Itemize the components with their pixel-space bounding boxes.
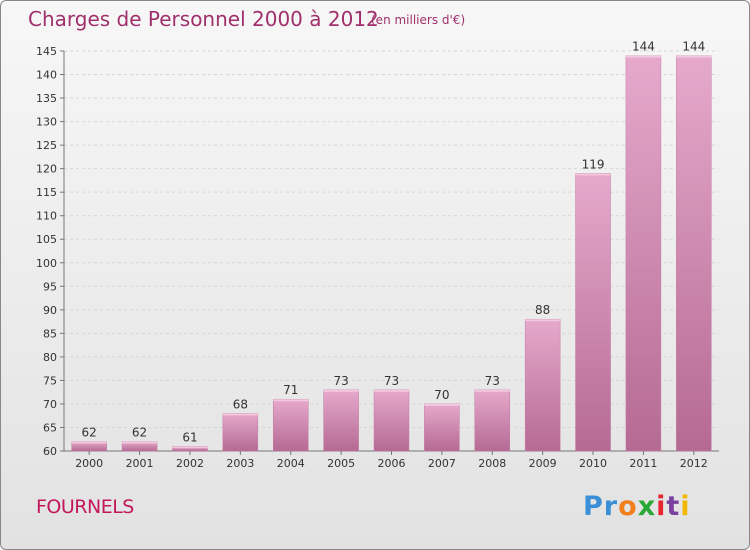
data-label: 68 — [233, 397, 248, 411]
bar-2003 — [222, 413, 259, 452]
x-tick-label: 2011 — [629, 457, 657, 470]
bar-2006 — [373, 389, 410, 452]
x-tick-label: 2003 — [226, 457, 254, 470]
x-tick-label: 2002 — [176, 457, 204, 470]
bar-highlight — [172, 446, 208, 449]
x-tick-label: 2004 — [277, 457, 305, 470]
logo-letter: i — [680, 491, 691, 522]
y-tick-label: 65 — [43, 421, 57, 434]
chart-subtitle: (en milliers d'€) — [371, 13, 466, 27]
y-tick-label: 130 — [36, 116, 57, 129]
bar-2004 — [272, 398, 309, 452]
data-label: 62 — [82, 426, 97, 440]
bar-2007 — [424, 403, 460, 452]
data-label: 62 — [132, 426, 147, 440]
bar-highlight — [474, 389, 510, 392]
data-label: 73 — [333, 374, 348, 388]
bar-highlight — [323, 389, 359, 392]
logo-letter: x — [637, 491, 657, 522]
data-label: 70 — [434, 388, 449, 402]
bar-highlight — [222, 413, 258, 416]
bar-highlight — [424, 403, 460, 406]
x-tick-label: 2000 — [75, 457, 103, 470]
bar-2009 — [524, 318, 561, 452]
x-tick-label: 2001 — [126, 457, 154, 470]
chart-title: Charges de Personnel 2000 à 2012 — [28, 7, 379, 31]
y-tick-label: 60 — [43, 445, 57, 458]
bar-highlight — [71, 441, 107, 444]
proxiti-logo: Proxiti — [583, 491, 691, 522]
x-tick-label: 2008 — [478, 457, 506, 470]
bar-2008 — [474, 389, 511, 452]
y-tick-label: 80 — [43, 351, 57, 364]
y-tick-label: 140 — [36, 69, 57, 82]
bar-highlight — [625, 55, 661, 58]
y-tick-label: 70 — [43, 398, 57, 411]
bar-2005 — [323, 389, 359, 452]
logo-letter: P — [583, 491, 604, 522]
data-labels: 62 62 61 68 71 73 73 70 73 88 119 144 144 — [82, 40, 706, 445]
data-label: 73 — [485, 374, 500, 388]
data-label: 73 — [384, 374, 399, 388]
bar-highlight — [122, 441, 158, 444]
y-tick-label: 115 — [36, 186, 57, 199]
y-tick-label: 110 — [36, 210, 57, 223]
data-label: 144 — [632, 40, 655, 54]
logo-letter: t — [666, 491, 681, 522]
y-tick-label: 90 — [43, 304, 57, 317]
bar-2012 — [676, 55, 712, 452]
x-tick-label: 2009 — [529, 457, 557, 470]
y-tick-label: 145 — [36, 45, 57, 58]
commune-name: FOURNELS — [36, 496, 134, 518]
data-label: 119 — [582, 157, 605, 171]
data-label: 144 — [682, 40, 705, 54]
x-axis: 2000 2001 2002 2003 2004 2005 2006 2007 2008 2009… — [75, 451, 708, 470]
bar-highlight — [374, 389, 409, 392]
x-tick-label: 2005 — [327, 457, 355, 470]
bars — [71, 55, 712, 452]
bar-highlight — [525, 319, 561, 322]
logo-letter: i — [656, 491, 667, 522]
bar-highlight — [273, 399, 309, 402]
y-tick-label: 95 — [43, 280, 57, 293]
y-tick-label: 85 — [43, 327, 57, 340]
y-tick-label: 120 — [36, 163, 57, 176]
x-tick-label: 2012 — [680, 457, 708, 470]
data-label: 88 — [535, 303, 550, 317]
y-tick-label: 105 — [36, 233, 57, 246]
logo-letter: r — [603, 491, 619, 522]
bar-highlight — [575, 173, 611, 176]
y-tick-label: 75 — [43, 374, 57, 387]
x-tick-label: 2006 — [378, 457, 406, 470]
data-label: 71 — [283, 383, 298, 397]
logo-letter: o — [618, 491, 638, 522]
bar-2011 — [625, 55, 662, 452]
bar-2010 — [575, 173, 611, 452]
y-tick-label: 135 — [36, 92, 57, 105]
data-label: 61 — [182, 430, 197, 444]
grid-lines — [64, 50, 719, 452]
y-tick-label: 100 — [36, 257, 57, 270]
bar-highlight — [676, 55, 712, 58]
x-tick-label: 2007 — [428, 457, 456, 470]
y-tick-label: 125 — [36, 139, 57, 152]
x-tick-label: 2010 — [579, 457, 607, 470]
